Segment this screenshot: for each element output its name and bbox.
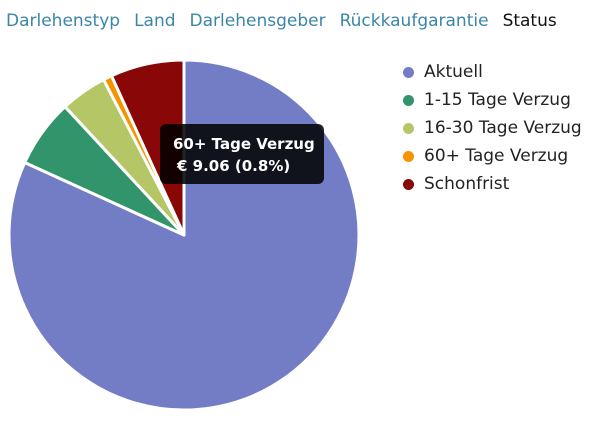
legend: Aktuell 1-15 Tage Verzug 16-30 Tage Verzug… bbox=[403, 58, 582, 198]
legend-dot-icon bbox=[403, 66, 414, 78]
legend-dot-icon bbox=[403, 122, 414, 134]
legend-item-60-tage-verzug[interactable]: 60+ Tage Verzug bbox=[403, 142, 582, 170]
legend-label: Schonfrist bbox=[424, 174, 510, 194]
legend-dot-icon bbox=[403, 94, 414, 106]
tab-darlehensgeber[interactable]: Darlehensgeber bbox=[189, 11, 326, 31]
legend-item-1-15-tage-verzug[interactable]: 1-15 Tage Verzug bbox=[403, 86, 582, 114]
legend-dot-icon bbox=[403, 150, 414, 162]
legend-label: 1-15 Tage Verzug bbox=[424, 90, 571, 110]
legend-item-aktuell[interactable]: Aktuell bbox=[403, 58, 582, 86]
legend-item-schonfrist[interactable]: Schonfrist bbox=[403, 170, 582, 198]
tooltip-title: 60+ Tage Verzug bbox=[173, 135, 315, 153]
legend-label: 16-30 Tage Verzug bbox=[424, 118, 582, 138]
legend-label: 60+ Tage Verzug bbox=[424, 146, 569, 166]
tooltip-value: € 9.06 (0.8%) bbox=[177, 157, 291, 175]
tab-status[interactable]: Status bbox=[502, 11, 557, 31]
legend-label: Aktuell bbox=[424, 62, 483, 82]
tab-darlehenstyp[interactable]: Darlehenstyp bbox=[6, 11, 121, 31]
tab-rueckkaufgarantie[interactable]: Rückkaufgarantie bbox=[339, 11, 489, 31]
tab-land[interactable]: Land bbox=[134, 11, 176, 31]
legend-item-16-30-tage-verzug[interactable]: 16-30 Tage Verzug bbox=[403, 114, 582, 142]
pie-tooltip: 60+ Tage Verzug € 9.06 (0.8%) bbox=[160, 124, 324, 184]
legend-dot-icon bbox=[403, 178, 414, 190]
status-tabs: Darlehenstyp Land Darlehensgeber Rückkau… bbox=[6, 11, 557, 33]
pie-slice-schonfrist[interactable] bbox=[109, 58, 186, 237]
